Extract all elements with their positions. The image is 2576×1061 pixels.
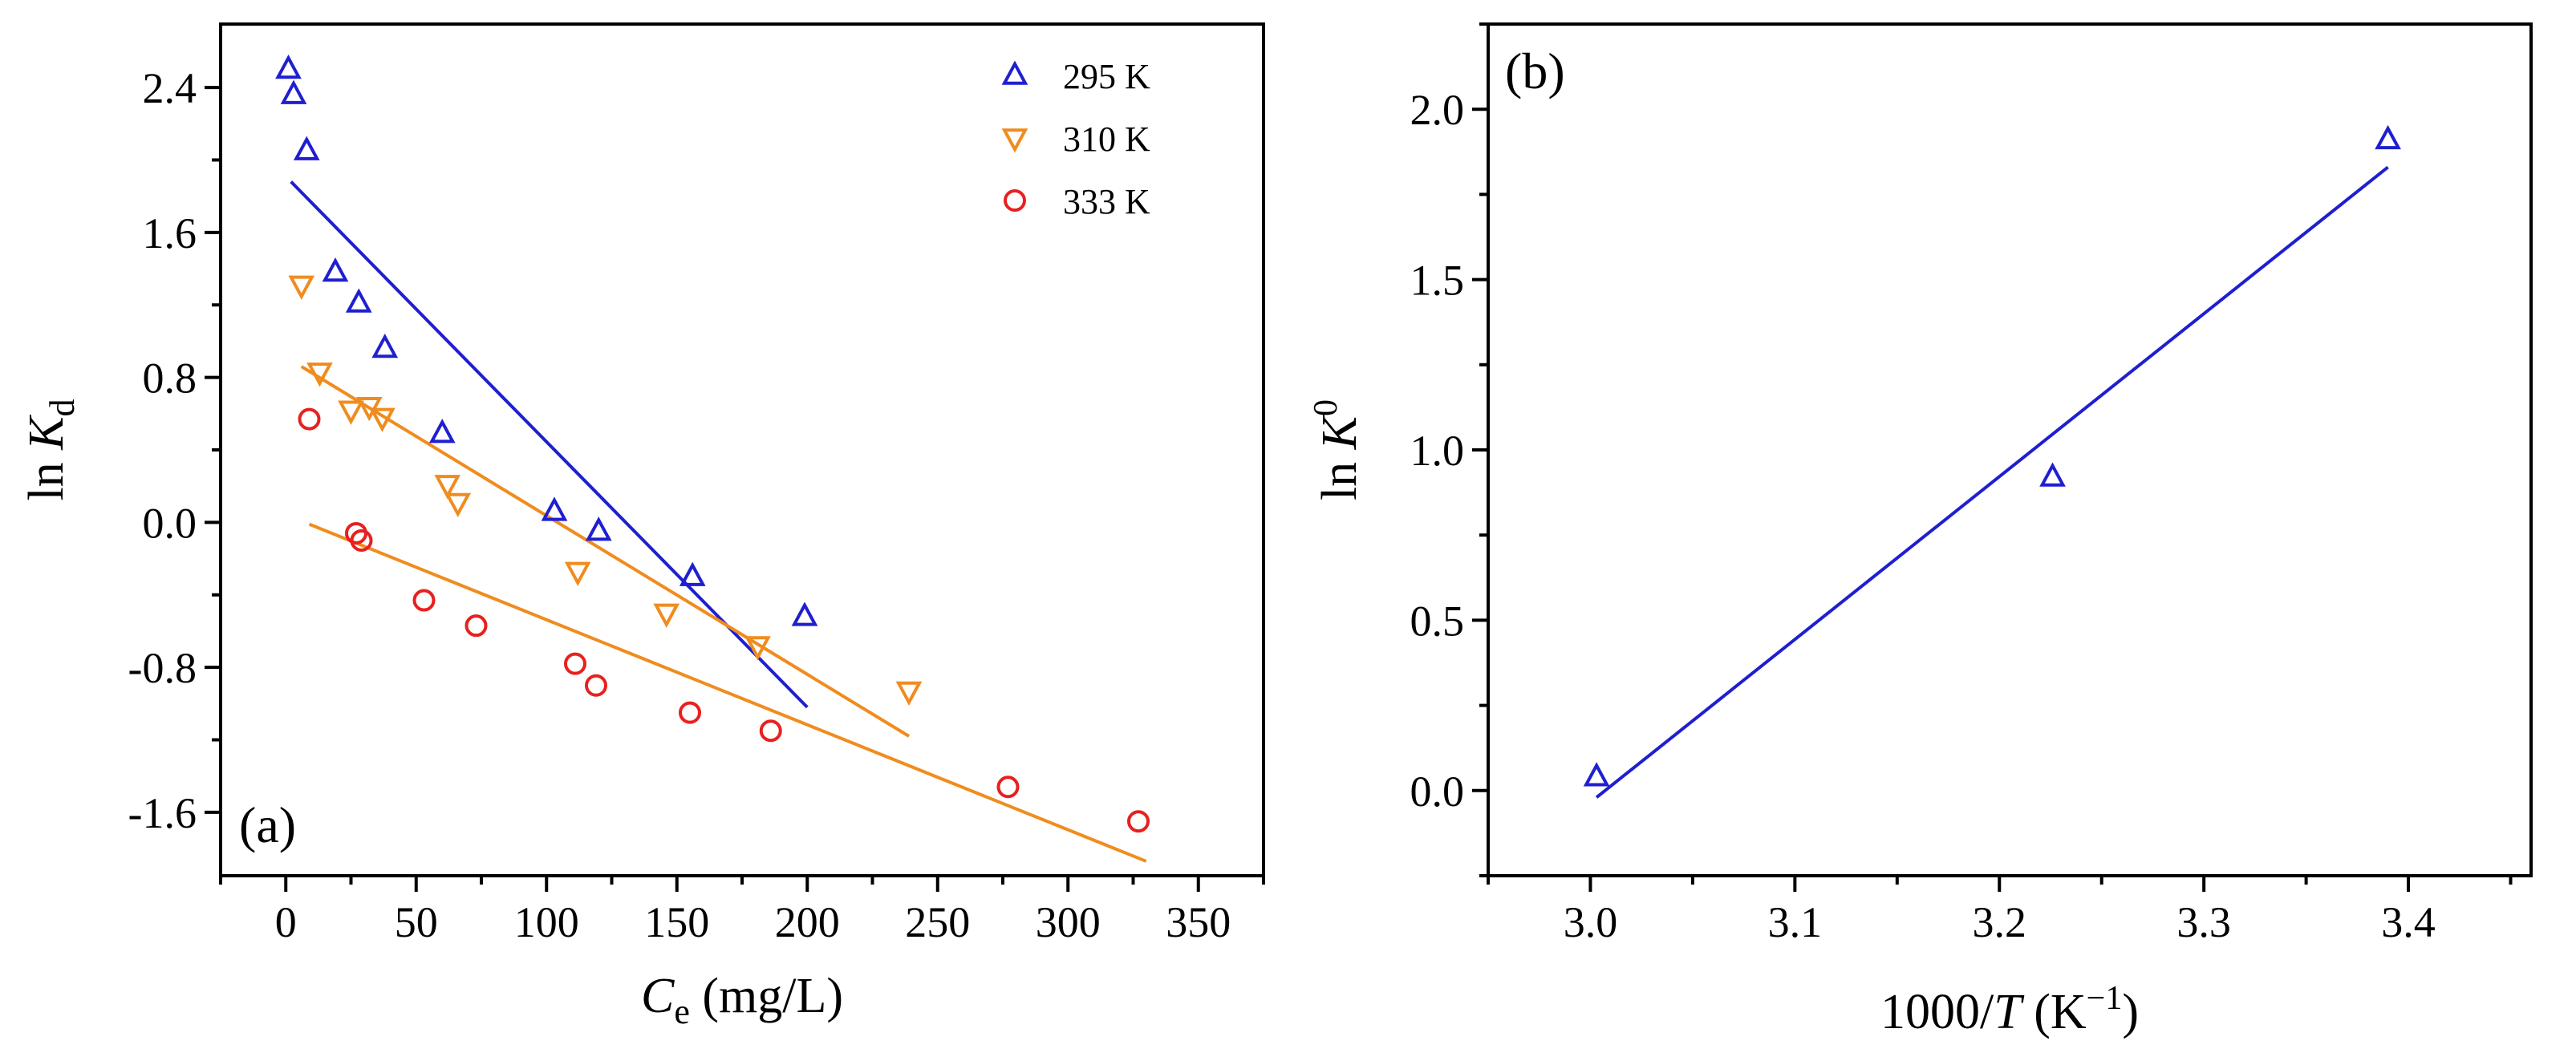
panel-label-a: (a) [239,796,296,853]
data-points-b [1583,124,2401,787]
data-point [412,589,436,612]
x-tick-label: 3.3 [2176,898,2231,946]
legend-marker [1001,60,1028,85]
data-point [2375,124,2401,150]
data-point [759,719,782,743]
data-point [293,136,320,160]
data-point [369,407,396,432]
data-point [280,79,307,104]
x-tick-label: 3.0 [1564,898,1618,946]
x-tick-label: 300 [1036,898,1101,946]
data-point [996,776,1020,799]
x-axis-title-a: Ce (mg/L) [641,969,843,1031]
y-tick-label: -0.8 [128,644,197,692]
y-tick-label: 0.0 [1410,767,1465,816]
data-point [895,681,923,707]
x-tick-label: 350 [1166,898,1231,946]
data-point [679,701,701,724]
data-point [338,400,364,425]
data-point [1583,762,1610,787]
x-tick-label: 3.2 [1973,898,2027,946]
x-tick-label: 3.4 [2381,898,2436,946]
fit-line [308,522,1147,863]
x-tick-label: 3.1 [1768,898,1823,946]
fit-line [300,365,911,738]
y-tick-label: 2.4 [143,64,197,112]
x-tick-label: 100 [514,898,579,946]
legend-label: 333 K [1063,182,1150,221]
x-axis-title-b: 1000/T (K−1) [1880,980,2139,1039]
y-tick-label: 0.8 [143,354,197,403]
chart-panel-a: 0 50 100 150 200 250 300 350 -1.6 -0.8 0.0 0.8 1.6 2.… [19,22,1265,1031]
data-point [564,652,586,675]
data-point [371,333,399,358]
y-tick-label: 0.0 [143,499,197,547]
data-point [345,288,372,313]
data-point [434,475,461,500]
data-point [298,407,321,431]
data-point [464,614,488,638]
panel-label-b: (b) [1505,43,1565,99]
y-axis-title-a: ln Kd [19,399,82,500]
data-point [653,603,680,628]
axis-ticks-b: 3.0 3.1 3.2 3.3 3.4 0.0 0.5 1.0 1.5 2.0 [1410,22,2513,946]
plot-frame-b [1487,22,2533,877]
axis-ticks-a: 0 50 100 150 200 250 300 350 -1.6 -0.8 0.0 0.8 1.6 2.… [128,64,1265,946]
fit-lines-a [290,180,1147,863]
x-tick-label: 50 [395,898,438,946]
fit-lines-b [1595,165,2389,799]
y-tick-label: -1.6 [128,789,197,837]
fit-line [290,180,809,709]
data-point [322,257,349,282]
data-point [275,54,302,79]
fit-line [1595,165,2389,799]
legend-a: 295 K 310 K 333 K [1001,57,1150,221]
data-point [679,561,706,586]
y-tick-label: 1.5 [1410,257,1465,305]
y-tick-label: 2.0 [1410,86,1465,134]
data-point [585,516,612,541]
x-tick-label: 0 [275,898,297,946]
data-points-a [275,54,1150,833]
y-tick-label: 1.0 [1410,427,1465,475]
chart-panel-b: 3.0 3.1 3.2 3.3 3.4 0.0 0.5 1.0 1.5 2.0 (b) 1000/… [1308,22,2533,1039]
x-tick-label: 250 [905,898,970,946]
data-point [2039,462,2066,487]
x-tick-label: 150 [644,898,709,946]
legend-marker [1001,128,1028,153]
data-point [564,561,591,586]
y-tick-label: 0.5 [1410,597,1465,645]
data-point [350,528,373,552]
data-point [444,492,472,518]
data-point [541,496,568,521]
data-point [428,419,456,443]
x-tick-label: 200 [775,898,840,946]
data-point [791,601,818,626]
data-point [744,636,771,661]
legend-label: 295 K [1063,57,1150,96]
y-tick-label: 1.6 [143,209,197,257]
legend-marker [1004,189,1026,212]
data-point [585,674,607,697]
data-point [306,362,333,387]
data-point [288,275,315,300]
legend-label: 310 K [1063,119,1150,159]
y-axis-title-b: ln K0 [1308,399,1367,500]
data-point [1127,810,1150,833]
